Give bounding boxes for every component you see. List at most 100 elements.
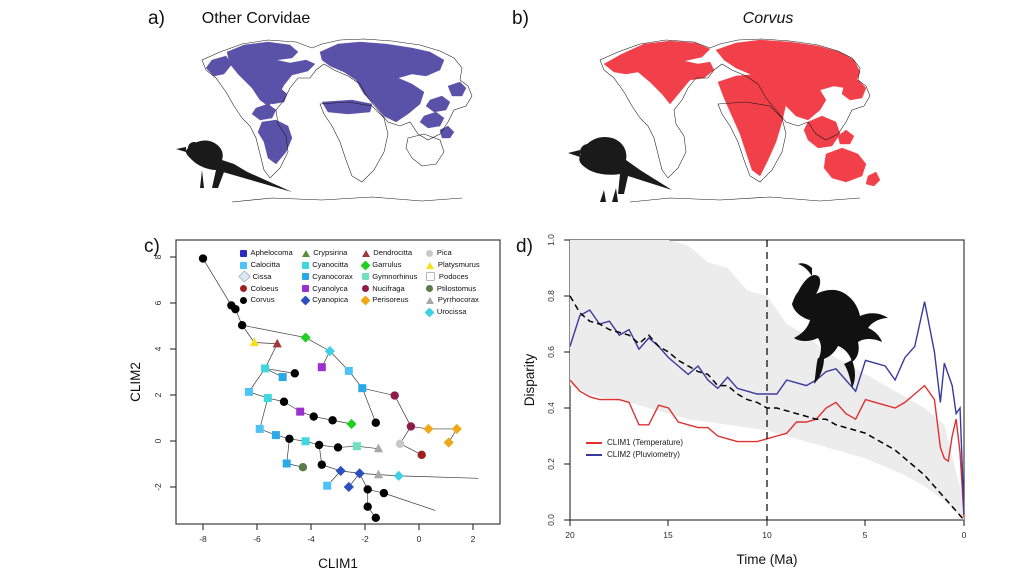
scatter-point	[343, 481, 354, 493]
scatter-point	[263, 394, 272, 403]
c-xtick-m8: -8	[199, 534, 207, 544]
legend-label: CLIM1 (Temperature)	[607, 438, 684, 447]
d-ytick-00: 0.0	[546, 514, 556, 526]
legend-label: CLIM2 (Pluviometry)	[607, 450, 680, 459]
legend-symbol-square	[426, 272, 436, 282]
legend-item-cyanopica[interactable]: Cyanopica	[300, 295, 353, 306]
legend-item-cyanocorax[interactable]: Cyanocorax	[301, 272, 353, 282]
legend-symbol-circle	[426, 249, 434, 257]
scatter-point	[328, 416, 337, 425]
panel-a: a) Other Corvidae	[0, 0, 512, 232]
panel-a-letter: a)	[148, 8, 165, 29]
panel-c: c) 8 6 4 2 0 -2	[0, 232, 512, 576]
legend-item-coloeus[interactable]: Coloeus	[240, 284, 293, 294]
legend-column-2: Crypsirina Cyanocitta Cyanocorax Cyanolyca C…	[300, 248, 353, 318]
legend-symbol-diamond	[300, 295, 311, 306]
legend-item-cyanocitta[interactable]: Cyanocitta	[301, 260, 353, 270]
legend-label: Gymnorhinus	[372, 271, 418, 281]
legend-symbol-tri	[426, 297, 435, 305]
legend-label: Perisoreus	[372, 295, 409, 305]
panel-d-legend: CLIM1 (Temperature) CLIM2 (Pluviometry)	[586, 438, 683, 462]
legend-row-2[interactable]: CLIM2 (Pluviometry)	[586, 450, 683, 459]
legend-item-perisoreus[interactable]: Perisoreus	[360, 295, 418, 306]
scatter-point	[373, 469, 384, 479]
map-svg-a	[176, 38, 473, 203]
scatter-point	[317, 363, 326, 372]
scatter-point	[417, 450, 426, 460]
legend-label: Nucifraga	[372, 283, 405, 293]
legend-item-garrulus[interactable]: Garrulus	[360, 260, 418, 271]
legend-symbol-square	[301, 273, 309, 281]
scatter-point	[231, 304, 240, 314]
panel-b: b) Corvus	[512, 0, 1024, 232]
scatter-point	[363, 485, 372, 494]
legend-column-3: Dendrocitta Garrulus Gymnorhinus Nucifraga P…	[360, 248, 418, 318]
legend-symbol-square	[361, 273, 369, 281]
c-xtick-m2: -2	[361, 534, 369, 544]
legend-item-corvus[interactable]: Corvus	[240, 295, 293, 305]
c-ytick-m2: -2	[153, 483, 163, 491]
world-map-other-corvidae	[172, 30, 484, 222]
legend-symbol-circle	[240, 297, 247, 305]
c-ytick-8: 8	[153, 254, 163, 259]
legend-symbol-square	[240, 261, 247, 269]
legend-symbol-square	[240, 249, 247, 257]
legend-item-pyrrhocorax[interactable]: Pyrrhocorax	[426, 295, 479, 305]
legend-symbol-circle	[240, 285, 247, 293]
c-ytick-4: 4	[153, 346, 163, 351]
legend-item-aphelocoma[interactable]: Aphelocoma	[240, 248, 293, 258]
scatter-point	[323, 481, 332, 490]
d-xtick-5: 5	[863, 530, 868, 540]
scatter-point	[363, 502, 372, 511]
legend-label: Calocitta	[250, 259, 281, 269]
d-ytick-10: 1.0	[546, 234, 556, 246]
legend-column-4: Pica Platysmurus Podoces Ptilostomus Pyrrhoc…	[424, 248, 480, 318]
scatter-point	[373, 443, 384, 453]
legend-item-platysmurus[interactable]: Platysmurus	[426, 260, 480, 270]
legend-item-cyanolyca[interactable]: Cyanolyca	[301, 283, 353, 294]
d-ytick-04: 0.4	[546, 402, 556, 414]
legend-item-ptilostomus[interactable]: Ptilostomus	[426, 284, 479, 294]
legend-item-pica[interactable]: Pica	[426, 248, 479, 258]
legend-item-dendrocitta[interactable]: Dendrocitta	[361, 248, 418, 258]
legend-row-1[interactable]: CLIM1 (Temperature)	[586, 438, 683, 447]
legend-symbol-tri	[426, 261, 435, 269]
c-xtick-2: 2	[471, 534, 476, 544]
legend-item-urocissa[interactable]: Urocissa	[424, 307, 479, 318]
legend-item-crypsirina[interactable]: Crypsirina	[301, 248, 353, 258]
c-ytick-2: 2	[153, 392, 163, 397]
magpie-silhouette	[176, 140, 292, 192]
scatter-point	[198, 254, 208, 263]
legend-label: Cyanolyca	[312, 283, 348, 293]
c-xtick-0: 0	[417, 534, 422, 544]
panel-d-plot: 0.0 0.2 0.4 0.6 0.8 1.0 20 15 10 5 0	[522, 234, 967, 567]
legend-line-swatch	[586, 453, 602, 456]
panel-b-title: Corvus	[742, 10, 794, 27]
legend-item-cissa[interactable]: Cissa	[238, 270, 293, 284]
null-expectation-band	[570, 240, 964, 520]
panel-c-plot: 8 6 4 2 0 -2 -8 -6 -4 -2 0	[128, 239, 501, 571]
scatter-point	[285, 434, 294, 443]
d-xtick-10: 10	[762, 530, 772, 540]
legend-label: Pyrrhocorax	[437, 295, 479, 305]
scatter-point	[317, 460, 326, 469]
legend-item-podoces[interactable]: Podoces	[426, 272, 479, 282]
d-xaxis-title: Time (Ma)	[737, 552, 798, 567]
legend-item-gymnorhinus[interactable]: Gymnorhinus	[361, 271, 418, 282]
legend-item-nucifraga[interactable]: Nucifraga	[361, 283, 418, 294]
d-yaxis-title: Disparity	[522, 353, 537, 406]
c-ytick-0: 0	[153, 438, 163, 443]
c-ytick-6: 6	[153, 300, 163, 305]
legend-label: Corvus	[250, 295, 275, 305]
panel-a-title: Other Corvidae	[201, 10, 311, 27]
scatter-point	[290, 369, 299, 378]
legend-label: Coloeus	[250, 283, 279, 293]
scatter-point	[395, 439, 405, 448]
scatter-point	[255, 424, 264, 433]
panel-b-letter: b)	[512, 8, 529, 29]
panel-d: d) 0.0 0.2 0.4 0.6 0.8 1.0	[512, 232, 1024, 576]
scatter-point	[371, 513, 380, 523]
scatter-point	[249, 337, 259, 347]
legend-item-calocitta[interactable]: Calocitta	[240, 260, 293, 270]
scatter-point	[309, 412, 318, 421]
